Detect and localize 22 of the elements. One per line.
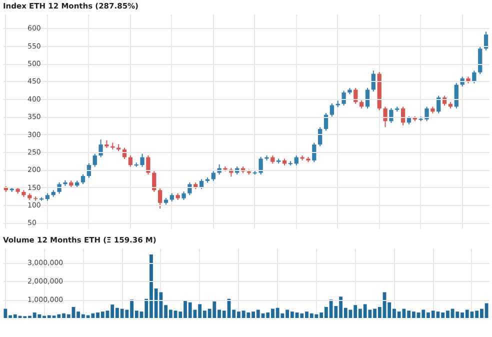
candlestick [318, 126, 322, 147]
candlestick [478, 46, 482, 75]
candlestick [354, 87, 358, 104]
candlestick [330, 102, 334, 118]
candlestick [80, 174, 86, 185]
candlestick [158, 188, 162, 210]
candlestick [199, 178, 204, 190]
candlestick [472, 70, 476, 84]
candlestick [98, 139, 103, 158]
candlestick [92, 153, 97, 168]
candlestick [57, 182, 62, 194]
candlestick [312, 142, 316, 163]
candlestick [454, 82, 458, 109]
candlestick [294, 154, 298, 166]
candlestick [389, 108, 394, 124]
candlestick [342, 90, 346, 106]
candlestick [146, 154, 150, 176]
candlestick [188, 182, 192, 196]
candlestick [128, 154, 132, 168]
candlestick [211, 170, 216, 182]
candlestick [383, 106, 388, 128]
candlestick [365, 87, 370, 109]
